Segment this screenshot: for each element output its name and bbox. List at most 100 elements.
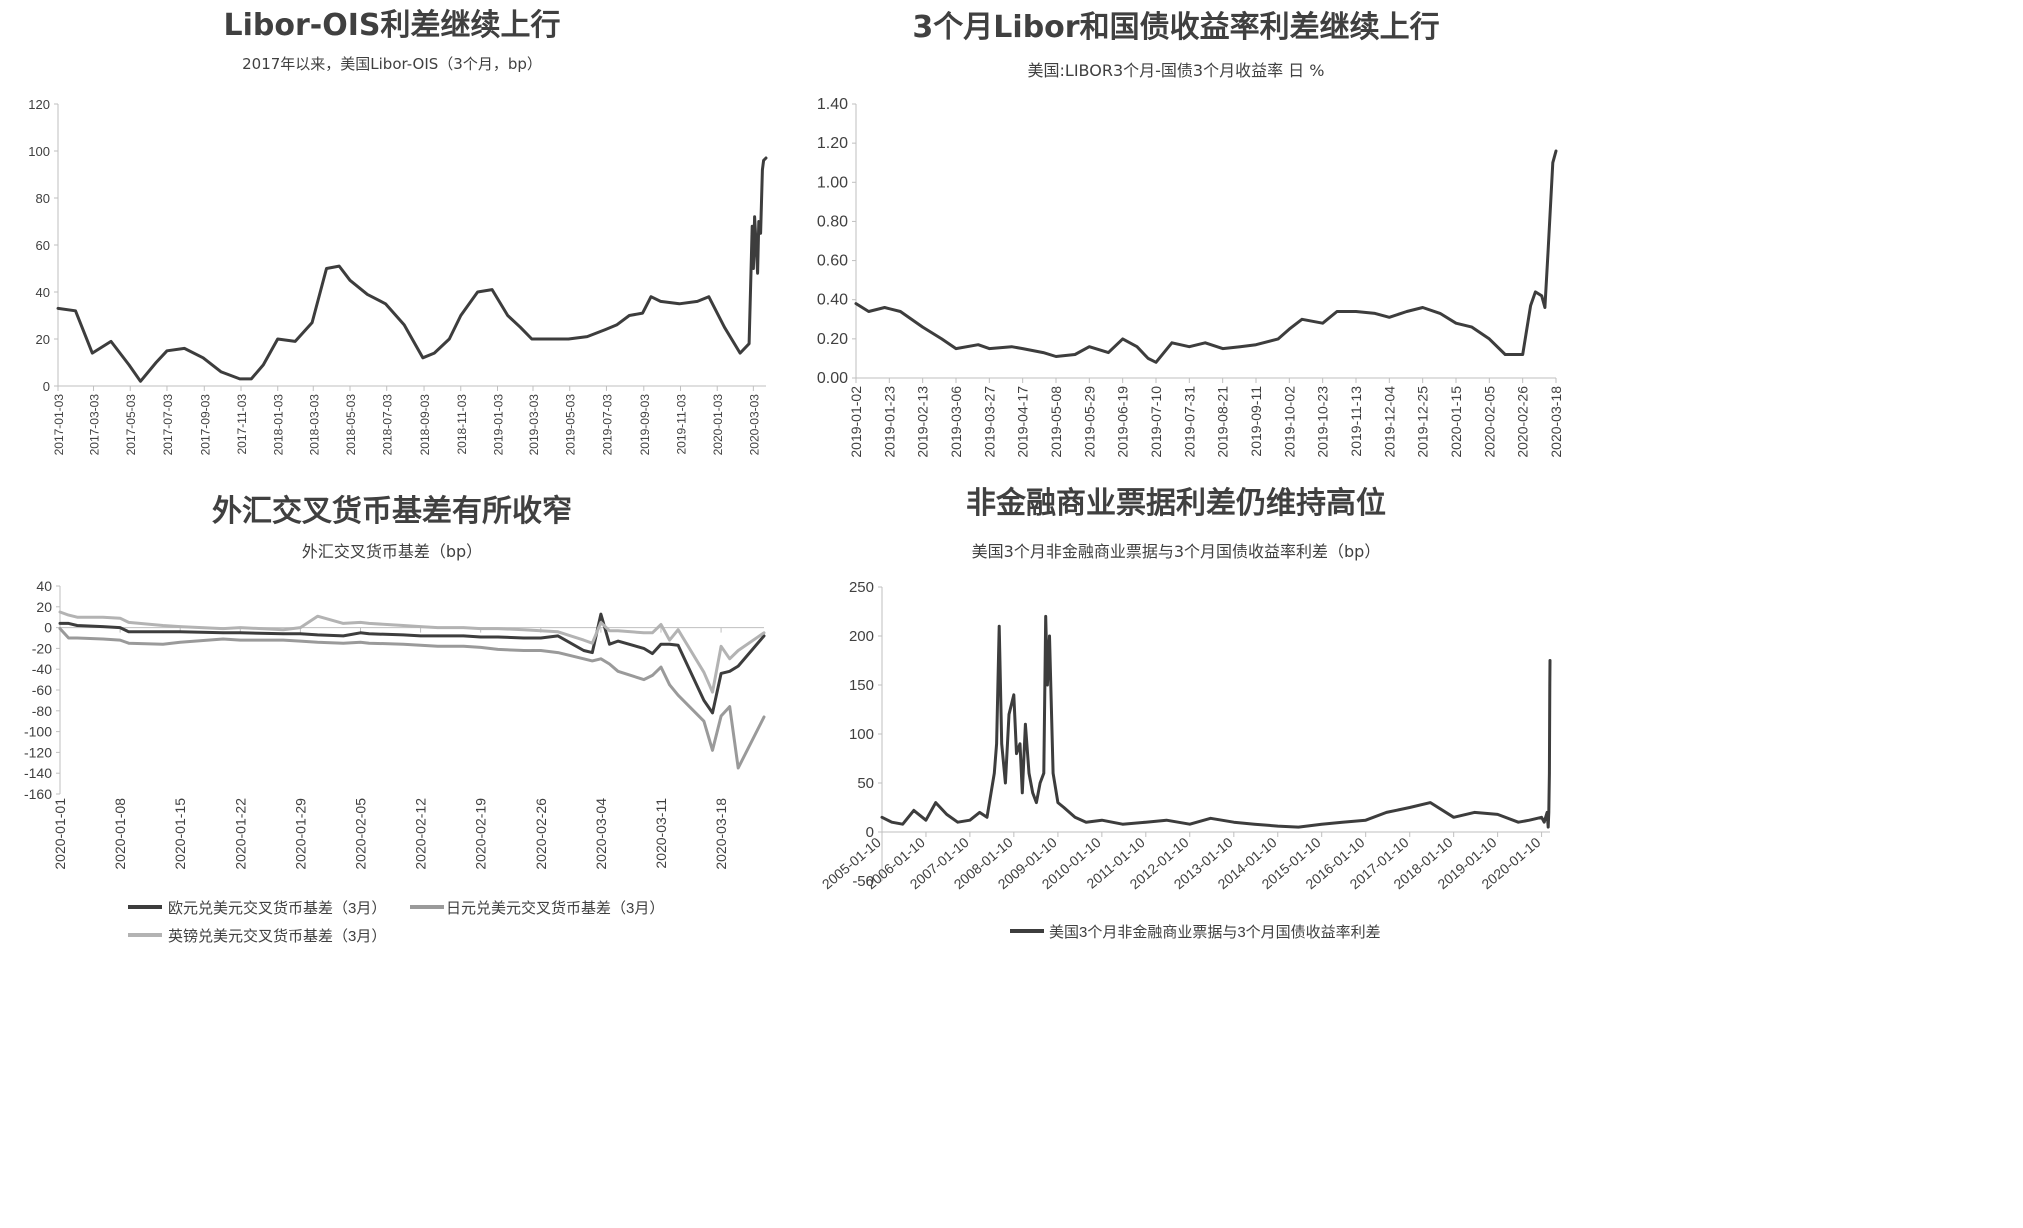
data-point <box>462 645 465 648</box>
data-point <box>567 338 570 340</box>
data-point <box>179 641 181 643</box>
data-point <box>650 295 652 298</box>
data-point <box>1046 684 1049 686</box>
series-line <box>58 610 766 694</box>
data-point <box>1555 150 1557 152</box>
x-tick-label: 2020-02-12 <box>413 798 429 870</box>
data-point <box>1496 813 1499 816</box>
data-point <box>925 819 927 821</box>
data-point <box>76 637 78 639</box>
data-point <box>1544 306 1546 309</box>
x-tick-label: 2020-03-11 <box>653 798 669 869</box>
data-point <box>1549 659 1551 662</box>
data-point <box>751 225 753 227</box>
data-point <box>881 816 883 819</box>
data-point <box>59 622 61 625</box>
data-point <box>1529 304 1532 307</box>
data-point <box>183 347 186 350</box>
data-point <box>899 310 902 313</box>
data-point <box>127 642 130 644</box>
data-point <box>1549 684 1551 686</box>
data-point <box>119 626 121 629</box>
data-point <box>668 643 671 645</box>
data-point <box>239 632 242 634</box>
x-tick-label: 2019-07-03 <box>600 394 614 456</box>
chart-panel-cp-spread: 非金融商业票据利差仍维持高位 美国3个月非金融商业票据与3个月国债收益率利差（b… <box>784 476 1568 952</box>
data-point <box>179 625 181 628</box>
x-tick-label: 2019-12-04 <box>1381 386 1397 458</box>
data-point <box>720 672 722 675</box>
data-point <box>1074 353 1076 356</box>
y-tick-label: 60 <box>36 238 50 253</box>
chart-panel-libor-treasury: 3个月Libor和国债收益率利差继续上行 美国:LIBOR3个月-国债3个月收益… <box>784 0 1568 476</box>
data-point <box>728 705 731 708</box>
data-point <box>600 621 602 624</box>
data-point <box>476 291 479 293</box>
series-line <box>56 156 768 383</box>
data-point <box>139 380 142 383</box>
data-point <box>67 637 70 639</box>
data-point <box>497 627 499 630</box>
data-point <box>1074 816 1076 819</box>
data-point <box>1031 792 1034 794</box>
data-point <box>1341 821 1344 823</box>
data-point <box>969 819 971 821</box>
data-point <box>239 378 241 380</box>
data-point <box>1548 811 1550 814</box>
series-line <box>58 627 766 770</box>
data-point <box>993 772 996 774</box>
data-point <box>540 649 542 652</box>
data-point <box>1255 343 1257 346</box>
data-point <box>1455 322 1457 325</box>
data-point <box>359 621 362 624</box>
y-tick-label: 0.40 <box>817 292 848 309</box>
data-point <box>250 378 253 380</box>
data-point <box>582 658 585 660</box>
x-tick-label: 2019-04-17 <box>1015 386 1031 458</box>
data-point <box>127 621 130 624</box>
y-tick-label: 0 <box>44 620 52 636</box>
x-tick-label: 2019-01-03 <box>491 394 505 456</box>
data-point <box>1406 310 1408 313</box>
data-point <box>883 306 886 309</box>
data-point <box>582 639 585 641</box>
data-point <box>728 658 731 660</box>
data-point <box>720 715 722 717</box>
data-point <box>557 635 559 637</box>
x-tick-label: 2020-01-15 <box>1448 386 1464 458</box>
data-point <box>617 670 619 673</box>
data-point <box>1165 819 1168 821</box>
data-point <box>737 767 739 769</box>
data-point <box>761 169 764 171</box>
x-tick-label: 2017-09-03 <box>198 394 212 456</box>
data-point <box>651 652 654 655</box>
data-point <box>282 628 285 631</box>
data-point <box>531 338 533 340</box>
data-point <box>1253 823 1256 825</box>
data-point <box>600 658 602 660</box>
data-point <box>462 626 465 629</box>
data-point <box>1021 347 1024 350</box>
data-point <box>128 364 130 366</box>
data-point <box>1021 792 1024 794</box>
y-tick-label: 1.20 <box>817 135 848 152</box>
x-tick-label: 2019-10-02 <box>1281 386 1297 458</box>
data-point <box>913 809 915 812</box>
data-point <box>1336 310 1338 313</box>
x-tick-label: 2019-06-19 <box>1115 386 1131 458</box>
data-point <box>403 324 406 326</box>
data-point <box>901 823 904 825</box>
y-tick-label: -160 <box>24 786 52 802</box>
data-point <box>1540 295 1543 297</box>
data-point <box>763 635 765 637</box>
data-point <box>1004 782 1007 784</box>
data-point <box>720 645 722 648</box>
data-point <box>1043 772 1045 774</box>
data-point <box>1107 351 1110 354</box>
data-point <box>737 665 739 667</box>
data-point <box>162 643 164 645</box>
data-point <box>1209 817 1212 820</box>
data-point <box>711 712 714 714</box>
data-point <box>1320 823 1323 825</box>
y-tick-label: -140 <box>24 765 52 781</box>
